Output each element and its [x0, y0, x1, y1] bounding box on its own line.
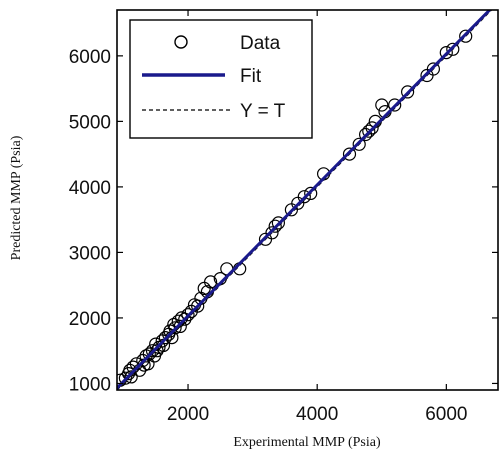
y-axis-title: Predicted MMP (Psia) — [9, 135, 24, 260]
data-point — [426, 62, 440, 76]
legend-label-data: Data — [240, 33, 281, 54]
data-point — [459, 29, 473, 43]
data-point — [181, 308, 195, 322]
data-point — [191, 299, 205, 313]
legend-label-fit: Fit — [240, 66, 262, 87]
data-point — [124, 370, 138, 384]
legend: Data Fit Y = T — [129, 19, 313, 139]
y-tick-label: 3000 — [69, 243, 111, 264]
data-point — [342, 147, 357, 161]
data-point — [304, 186, 318, 200]
data-point — [204, 275, 218, 289]
y-tick-label: 1000 — [69, 374, 111, 395]
axis-ticks: 2000 4000 6000 1000 2000 3000 4000 5000 6000 — [69, 10, 498, 425]
data-point — [168, 321, 182, 335]
plot-frame — [116, 9, 499, 391]
data-point — [118, 371, 133, 385]
x-tick-label: 4000 — [296, 404, 338, 425]
data-point — [173, 319, 187, 333]
x-tick-label: 2000 — [167, 404, 209, 425]
data-point — [352, 137, 366, 151]
data-point — [178, 312, 192, 326]
data-point — [375, 98, 389, 112]
data-point — [271, 216, 285, 230]
x-axis-title: Experimental MMP (Psia) — [233, 435, 381, 450]
data-point — [142, 347, 156, 361]
data-point — [388, 98, 402, 112]
fit-line — [117, 10, 492, 390]
data-point — [297, 190, 311, 204]
legend-marker-data — [174, 35, 188, 49]
data-point — [265, 226, 279, 240]
data-point — [268, 219, 282, 233]
y-tick-label: 5000 — [69, 112, 111, 133]
data-point — [439, 45, 453, 60]
plot-area — [117, 10, 493, 390]
legend-box — [129, 19, 313, 139]
data-point — [158, 331, 172, 345]
data-point — [362, 124, 376, 138]
x-tick-label: 6000 — [425, 404, 467, 425]
y-tick-label: 4000 — [69, 178, 111, 199]
legend-label-identity: Y = T — [240, 101, 286, 122]
y-tick-label: 6000 — [69, 47, 111, 68]
y-tick-label: 2000 — [69, 309, 111, 330]
data-point — [365, 121, 379, 135]
data-point — [446, 42, 460, 56]
series-group — [117, 10, 493, 390]
data-point — [401, 85, 415, 99]
